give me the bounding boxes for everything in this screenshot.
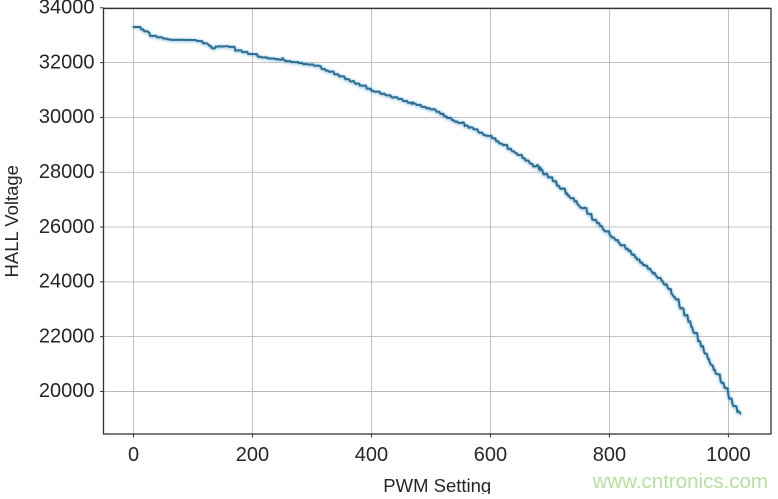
svg-text:20000: 20000 [39, 380, 95, 402]
svg-text:PWM Setting: PWM Setting [383, 475, 491, 494]
svg-text:22000: 22000 [39, 325, 95, 347]
svg-text:www.cntronics.com: www.cntronics.com [592, 470, 768, 493]
svg-text:200: 200 [236, 444, 269, 466]
svg-text:30000: 30000 [39, 106, 95, 128]
svg-text:32000: 32000 [39, 51, 95, 73]
svg-text:800: 800 [593, 444, 626, 466]
svg-text:600: 600 [474, 444, 507, 466]
svg-text:24000: 24000 [39, 271, 95, 293]
svg-text:34000: 34000 [39, 0, 95, 19]
svg-text:400: 400 [355, 444, 388, 466]
svg-text:26000: 26000 [39, 216, 95, 238]
svg-text:HALL Voltage: HALL Voltage [1, 165, 22, 277]
svg-text:1000: 1000 [706, 444, 751, 466]
svg-text:0: 0 [128, 444, 139, 466]
svg-text:28000: 28000 [39, 161, 95, 183]
